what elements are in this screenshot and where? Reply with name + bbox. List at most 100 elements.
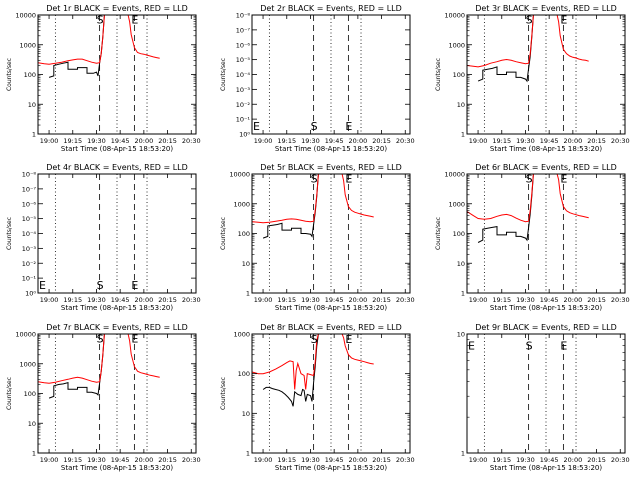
y-tick-label: 10⁻⁷ [236, 26, 251, 34]
x-tick-label: 19:30 [516, 137, 535, 145]
marker-label-e: E [560, 340, 567, 353]
x-tick-label: 20:15 [158, 296, 177, 304]
y-tick-label: 10⁻³ [22, 245, 37, 253]
y-tick-label: 10000 [444, 171, 465, 179]
x-tick-label: 19:45 [325, 137, 344, 145]
x-axis-label: Start Time (08-Apr-15 18:53:20) [61, 464, 173, 472]
y-tick-label: 10⁻¹ [22, 275, 37, 283]
series-lld [38, 334, 160, 384]
y-tick-label: 10000 [15, 331, 36, 339]
x-tick-label: 19:30 [301, 456, 320, 464]
x-tick-label: 19:15 [63, 137, 82, 145]
marker-label-s: S [526, 14, 533, 27]
x-tick-label: 19:30 [87, 137, 106, 145]
panel-title: Det 6r BLACK = Events, RED = LLD [475, 163, 617, 172]
marker-label-s: S [97, 14, 104, 27]
y-axis-label: Counts/sec [435, 58, 442, 91]
y-tick-label: 10⁻⁴ [22, 230, 37, 238]
marker-label-e: E [345, 120, 352, 133]
x-tick-label: 19:15 [492, 137, 511, 145]
y-axis-label: Counts/sec [220, 377, 227, 410]
y-tick-label: 100 [238, 230, 250, 238]
x-tick-label: 19:30 [301, 137, 320, 145]
panel-3: Det 3r BLACK = Events, RED = LLD Counts/s… [435, 4, 630, 153]
y-tick-label: 1000 [448, 200, 465, 208]
y-tick-label: 1 [461, 290, 465, 298]
series-lld [38, 15, 160, 65]
x-tick-label: 20:30 [182, 137, 201, 145]
marker-label-s: S [311, 173, 318, 186]
marker-label-s: S [97, 279, 104, 292]
x-tick-label: 20:15 [587, 296, 606, 304]
marker-label-s: S [311, 120, 318, 133]
marker-label-e: E [39, 279, 46, 292]
y-tick-label: 1000 [448, 41, 465, 49]
y-tick-label: 1 [246, 290, 250, 298]
panel-2: Det 2r BLACK = Events, RED = LLD Counts/s… [220, 4, 415, 153]
x-tick-label: 20:00 [134, 137, 153, 145]
y-axis-label: Counts/sec [435, 217, 442, 250]
x-axis-label: Start Time (08-Apr-15 18:53:20) [490, 304, 602, 312]
y-tick-label: 10⁻² [236, 101, 251, 109]
y-axis-label: Counts/sec [220, 217, 227, 250]
y-tick-label: 1000 [233, 331, 250, 339]
panel-title: Det 5r BLACK = Events, RED = LLD [260, 163, 402, 172]
y-tick-label: 10⁻² [22, 260, 37, 268]
x-tick-label: 19:45 [540, 137, 559, 145]
x-tick-label: 20:00 [348, 137, 367, 145]
x-tick-label: 20:15 [372, 456, 391, 464]
x-tick-label: 20:30 [396, 456, 415, 464]
y-tick-label: 1 [32, 450, 36, 458]
x-tick-label: 20:30 [396, 296, 415, 304]
y-tick-label: 10000 [444, 12, 465, 20]
y-axis-label: Counts/sec [220, 58, 227, 91]
series-events [262, 334, 327, 407]
x-tick-label: 20:00 [134, 296, 153, 304]
panel-8: Det 8r BLACK = Events, RED = LLD Counts/s… [220, 323, 415, 472]
y-tick-label: 10 [28, 420, 36, 428]
series-lld [252, 174, 374, 224]
marker-label-s: S [526, 173, 533, 186]
series-lld [467, 15, 589, 68]
x-tick-label: 19:45 [111, 137, 130, 145]
y-tick-label: 10 [242, 410, 250, 418]
x-tick-label: 19:00 [469, 456, 488, 464]
y-tick-label: 10⁻⁷ [22, 185, 37, 193]
y-axis-label: Counts/sec [6, 377, 13, 410]
x-tick-label: 19:00 [469, 137, 488, 145]
y-tick-label: 10 [457, 101, 465, 109]
marker-label-e: E [131, 14, 138, 27]
x-tick-label: 19:15 [63, 296, 82, 304]
x-axis-label: Start Time (08-Apr-15 18:53:20) [275, 145, 387, 153]
x-tick-label: 20:30 [611, 456, 630, 464]
x-tick-label: 19:30 [87, 296, 106, 304]
y-tick-label: 1 [32, 131, 36, 139]
y-tick-label: 10⁻⁶ [236, 41, 251, 49]
y-tick-label: 100 [453, 71, 465, 79]
x-tick-label: 20:15 [587, 137, 606, 145]
y-tick-label: 10⁻⁸ [22, 171, 37, 179]
x-tick-label: 20:30 [611, 296, 630, 304]
marker-label-e: E [345, 333, 352, 346]
panel-5: Det 5r BLACK = Events, RED = LLD Counts/s… [220, 163, 415, 312]
panel-1: Det 1r BLACK = Events, RED = LLD Counts/s… [6, 4, 201, 153]
panel-title: Det 4r BLACK = Events, RED = LLD [46, 163, 188, 172]
x-tick-label: 19:15 [63, 456, 82, 464]
marker-label-e: E [560, 14, 567, 27]
series-lld [467, 174, 589, 223]
x-tick-label: 19:15 [492, 296, 511, 304]
x-tick-label: 20:30 [182, 456, 201, 464]
x-tick-label: 20:15 [158, 137, 177, 145]
y-tick-label: 1000 [233, 200, 250, 208]
y-tick-label: 10⁰ [25, 290, 36, 298]
x-tick-label: 19:45 [325, 456, 344, 464]
x-tick-label: 20:15 [372, 296, 391, 304]
